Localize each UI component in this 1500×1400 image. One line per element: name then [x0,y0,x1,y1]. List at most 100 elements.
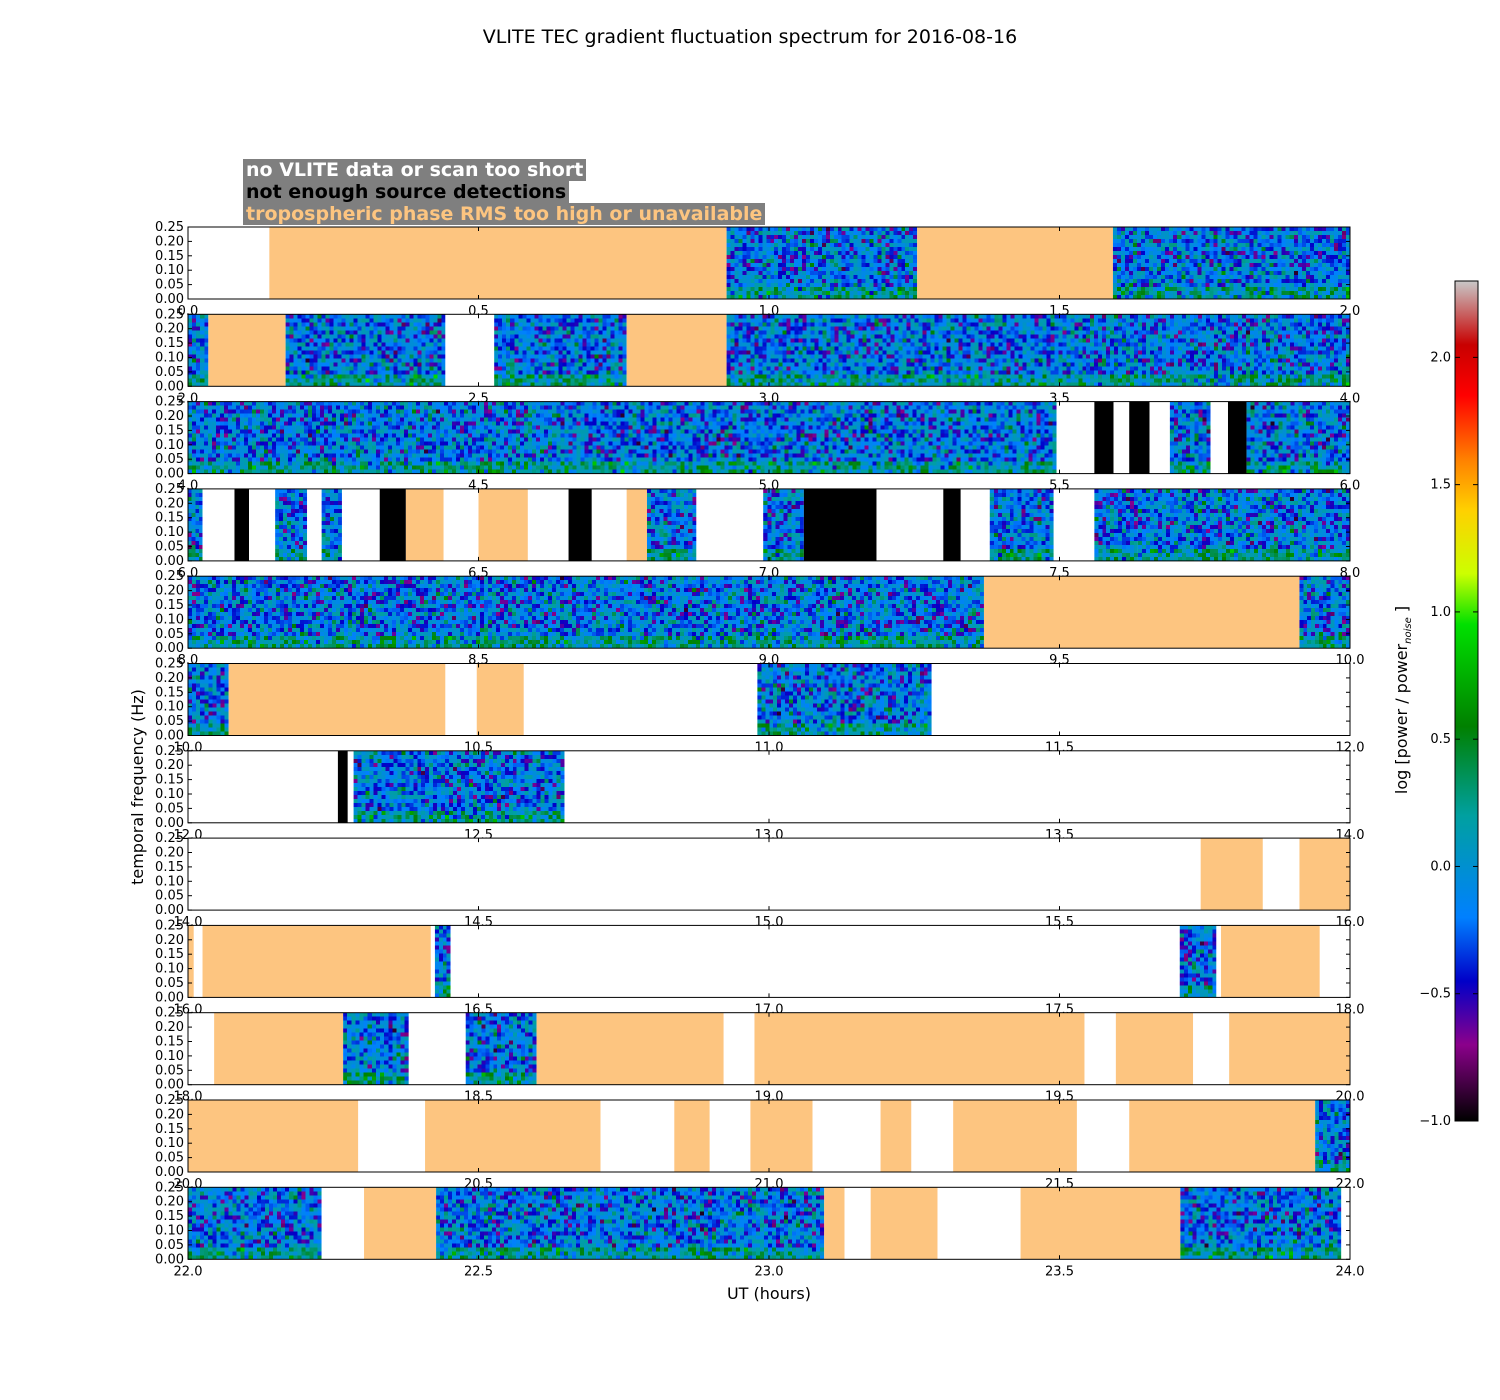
flag-segment-trop [880,1100,912,1172]
panels: 0.000.050.100.150.200.250.0 0.5 1.0 1.5 2.00… [155,220,1364,1279]
flag-segment-trop [674,1100,710,1172]
colorbar: −1.0 −0.5 0.0 0.5 1.0 1.5 2.0 log [power / powe… [1392,280,1479,1129]
y-tick-label: 0.10 [155,1224,184,1239]
flag-segment-none [188,750,338,823]
y-tick-label: 0.25 [155,1006,184,1021]
flag-segment-none [430,925,435,998]
y-tick-label: 0.20 [155,1020,184,1035]
spectrum-segment [188,488,203,561]
x-tick-label: 23.0 [755,1264,784,1279]
flag-segment-none [1319,925,1350,998]
y-tick-label: 0.20 [155,234,184,249]
colorbar-label-end: ] [1392,606,1411,617]
y-tick-label: 0.20 [155,409,184,424]
y-tick-label: 0.25 [155,569,184,584]
flag-segment-trop [476,663,524,736]
flag-segment-none [1056,401,1095,474]
flag-segment-none [1216,925,1222,998]
y-tick-label: 0.20 [155,496,184,511]
flag-segment-none [876,488,944,561]
y-tick-label: 0.20 [155,584,184,599]
y-tick-label: 0.10 [155,525,184,540]
flag-segment-none [1262,838,1300,911]
spectrum-segment [1137,488,1350,561]
y-tick-label: 0.20 [155,671,184,686]
flag-segment-trop [214,1012,344,1085]
y-tick-label: 0.00 [155,816,184,831]
spectrum-segment [188,401,1057,474]
y-tick-label: 0.20 [155,1107,184,1122]
y-tick-label: 0.05 [155,278,184,293]
y-tick-label: 0.15 [155,685,184,700]
y-tick-label: 0.10 [155,1049,184,1064]
spectrum-segment [465,1012,537,1085]
y-tick-label: 0.00 [155,292,184,307]
y-tick-label: 0.05 [155,714,184,729]
y-tick-label: 0.15 [155,1209,184,1224]
flag-segment-det [1129,401,1150,474]
flag-segment-trop [228,663,446,736]
spectrum-segment [188,576,984,649]
flag-segment-none [937,1187,1021,1260]
spectrum-segment [726,227,918,299]
y-tick-label: 0.15 [155,249,184,264]
legend-entry-no-data: no VLITE data or scan too short [243,159,587,181]
y-tick-label: 0.05 [155,452,184,467]
y-tick-label: 0.25 [155,744,184,759]
spectrum-segment [275,488,308,561]
y-tick-label: 0.05 [155,365,184,380]
y-tick-label: 0.10 [155,787,184,802]
spectrum-segment [436,1187,825,1260]
y-tick-label: 0.00 [155,990,184,1005]
flag-segment-trop [1129,1100,1316,1172]
spectrum-segment [188,314,209,387]
panel: 0.000.050.100.150.200.25 22.0 22.5 23.0 23.5… [155,1180,1364,1279]
y-tick-label: 0.15 [155,511,184,526]
flag-segment-none [202,488,235,561]
y-tick-label: 0.10 [155,874,184,889]
spectrum-segment [1179,925,1217,998]
y-tick-label: 0.05 [155,627,184,642]
flag-segment-none [931,663,1350,736]
flag-segment-trop [364,1187,437,1260]
flag-segment-det [943,488,961,561]
spectrum-segment [1180,1187,1342,1260]
spectrum-segment [726,314,1350,387]
y-tick-label: 0.25 [155,657,184,672]
spectrum-segment [1246,401,1350,474]
y-tick-label: 0.25 [155,918,184,933]
flag-segment-trop [870,1187,938,1260]
colorbar-tick-label: −0.5 [1419,987,1451,1002]
spectrum-segment [321,488,342,561]
colorbar-gradient [1454,280,1479,1122]
panel: 0.000.050.100.150.200.254.0 4.5 5.0 5.5 6.0 [155,395,1360,494]
y-tick-label: 0.05 [155,889,184,904]
y-axis-label: temporal frequency (Hz) [128,689,147,885]
flag-segment-det [337,750,348,823]
flag-segment-none [600,1100,675,1172]
flag-segment-none [347,750,354,823]
flag-segment-trop [626,488,647,561]
y-tick-label: 0.20 [155,758,184,773]
flag-segment-none [527,488,569,561]
panel: 0.000.050.100.150.200.250.0 0.5 1.0 1.5 2.0 [155,220,1360,319]
spectrum-segment [285,314,446,387]
y-tick-label: 0.00 [155,379,184,394]
y-tick-label: 0.10 [155,612,184,627]
flag-segment-trop [202,925,431,998]
y-tick-label: 0.10 [155,1136,184,1151]
y-tick-label: 0.25 [155,220,184,235]
flag-segment-trop [1200,838,1263,911]
spectrum-segment [353,750,565,823]
legend-entry-detections: not enough source detections [243,181,570,203]
y-tick-label: 0.05 [155,1238,184,1253]
y-tick-label: 0.25 [155,395,184,410]
spectrum-segment [757,663,932,736]
flag-segment-none [188,1012,215,1085]
y-tick-label: 0.10 [155,263,184,278]
y-tick-label: 0.00 [155,1165,184,1180]
